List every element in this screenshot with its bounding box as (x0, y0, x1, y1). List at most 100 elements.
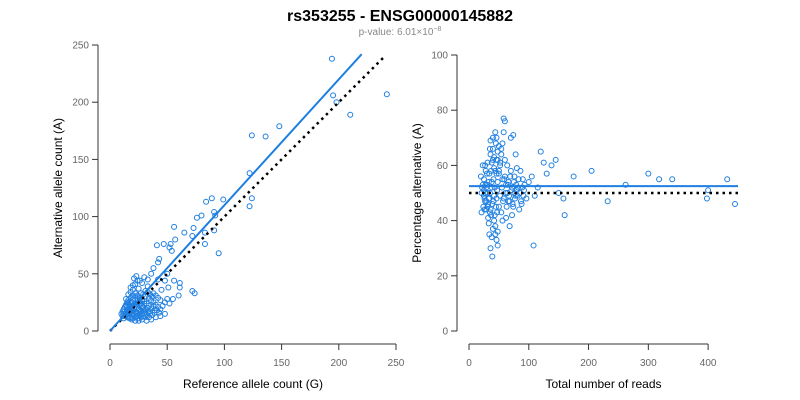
right-data-point (485, 214, 492, 221)
left-data-point (136, 307, 143, 314)
right-data-point (486, 145, 493, 152)
right-data-point (511, 173, 518, 180)
left-data-point (165, 284, 172, 291)
right-data-point (622, 181, 629, 188)
left-data-point (328, 55, 335, 62)
left-data-point (246, 203, 253, 210)
left-data-point (190, 225, 197, 232)
right-data-point (491, 212, 498, 219)
right-data-point (512, 151, 519, 158)
right-data-point (506, 223, 513, 230)
right-data-point (479, 181, 486, 188)
subtitle-exponent: −8 (433, 26, 441, 33)
left-data-point (175, 292, 182, 299)
right-data-point (499, 140, 506, 147)
left-y-tick-label: 0 (83, 327, 89, 338)
right-data-point (487, 245, 494, 252)
right-data-point (504, 162, 511, 169)
left-data-point (181, 229, 188, 236)
right-data-point (518, 198, 525, 205)
right-data-point (479, 162, 486, 169)
left-data-point (164, 295, 171, 302)
right-data-point (507, 134, 514, 141)
right-data-point (501, 176, 508, 183)
right-data-point (656, 176, 663, 183)
right-data-point (486, 209, 493, 216)
right-y-tick-label: 80 (437, 106, 449, 117)
left-data-point (193, 214, 200, 221)
left-data-point (150, 302, 157, 309)
right-data-point (516, 206, 523, 213)
right-data-point (482, 162, 489, 169)
right-data-point (519, 176, 526, 183)
left-data-point (347, 111, 354, 118)
right-data-point (488, 167, 495, 174)
right-y-tick-label: 100 (431, 51, 448, 62)
left-data-point (203, 198, 210, 205)
right-data-point (540, 159, 547, 166)
left-data-point (208, 195, 215, 202)
left-data-point (191, 290, 198, 297)
right-data-point (499, 176, 506, 183)
right-data-point (669, 176, 676, 183)
right-x-tick-label: 0 (466, 358, 472, 369)
left-data-point (201, 241, 208, 248)
right-data-point (487, 137, 494, 144)
left-data-point (127, 289, 134, 296)
right-data-point (552, 156, 559, 163)
left-data-point (211, 209, 218, 216)
left-data-point (135, 285, 142, 292)
right-data-point (493, 236, 500, 243)
left-data-point (172, 236, 179, 243)
right-data-point (491, 192, 498, 199)
left-data-point (276, 123, 283, 130)
left-data-point (176, 284, 183, 291)
left-data-point (148, 270, 155, 277)
right-data-point (477, 173, 484, 180)
right-data-point (486, 231, 493, 238)
right-data-point (537, 148, 544, 155)
right-data-point (500, 195, 507, 202)
right-data-point (507, 173, 514, 180)
left-data-point (150, 265, 157, 272)
right-x-axis-label: Total number of reads (545, 377, 661, 391)
right-data-point (500, 198, 507, 205)
right-data-point (500, 115, 507, 122)
right-data-point (560, 195, 567, 202)
right-data-point (484, 203, 491, 210)
right-data-point (493, 134, 500, 141)
right-data-point (588, 167, 595, 174)
right-data-point (493, 170, 500, 177)
left-y-tick-label: 250 (72, 41, 89, 52)
right-data-point (489, 253, 496, 260)
right-data-point (507, 167, 514, 174)
right-data-point (513, 165, 520, 172)
left-data-point (152, 292, 159, 299)
right-y-tick-label: 40 (437, 216, 449, 227)
right-data-point (521, 181, 528, 188)
right-data-point (604, 198, 611, 205)
left-data-point (123, 295, 130, 302)
left-data-point (189, 233, 196, 240)
left-data-point (330, 92, 337, 99)
right-x-tick-label: 200 (580, 358, 597, 369)
left-data-point (220, 196, 227, 203)
right-data-point (492, 167, 499, 174)
right-data-point (510, 203, 517, 210)
right-data-point (498, 184, 505, 191)
left-data-point (166, 300, 173, 307)
right-data-point (485, 220, 492, 227)
right-data-point (561, 212, 568, 219)
right-data-point (494, 242, 501, 249)
right-data-point (491, 217, 498, 224)
left-y-tick-label: 100 (72, 212, 89, 223)
right-data-point (500, 129, 507, 136)
left-data-point (157, 313, 164, 320)
right-data-point (543, 170, 550, 177)
left-reference-line (109, 55, 386, 332)
right-data-point (570, 173, 577, 180)
right-data-point (489, 145, 496, 152)
chart-subtitle: p-value: 6.01×10−8 (359, 26, 442, 38)
left-x-tick-label: 100 (216, 358, 233, 369)
right-data-point (513, 181, 520, 188)
